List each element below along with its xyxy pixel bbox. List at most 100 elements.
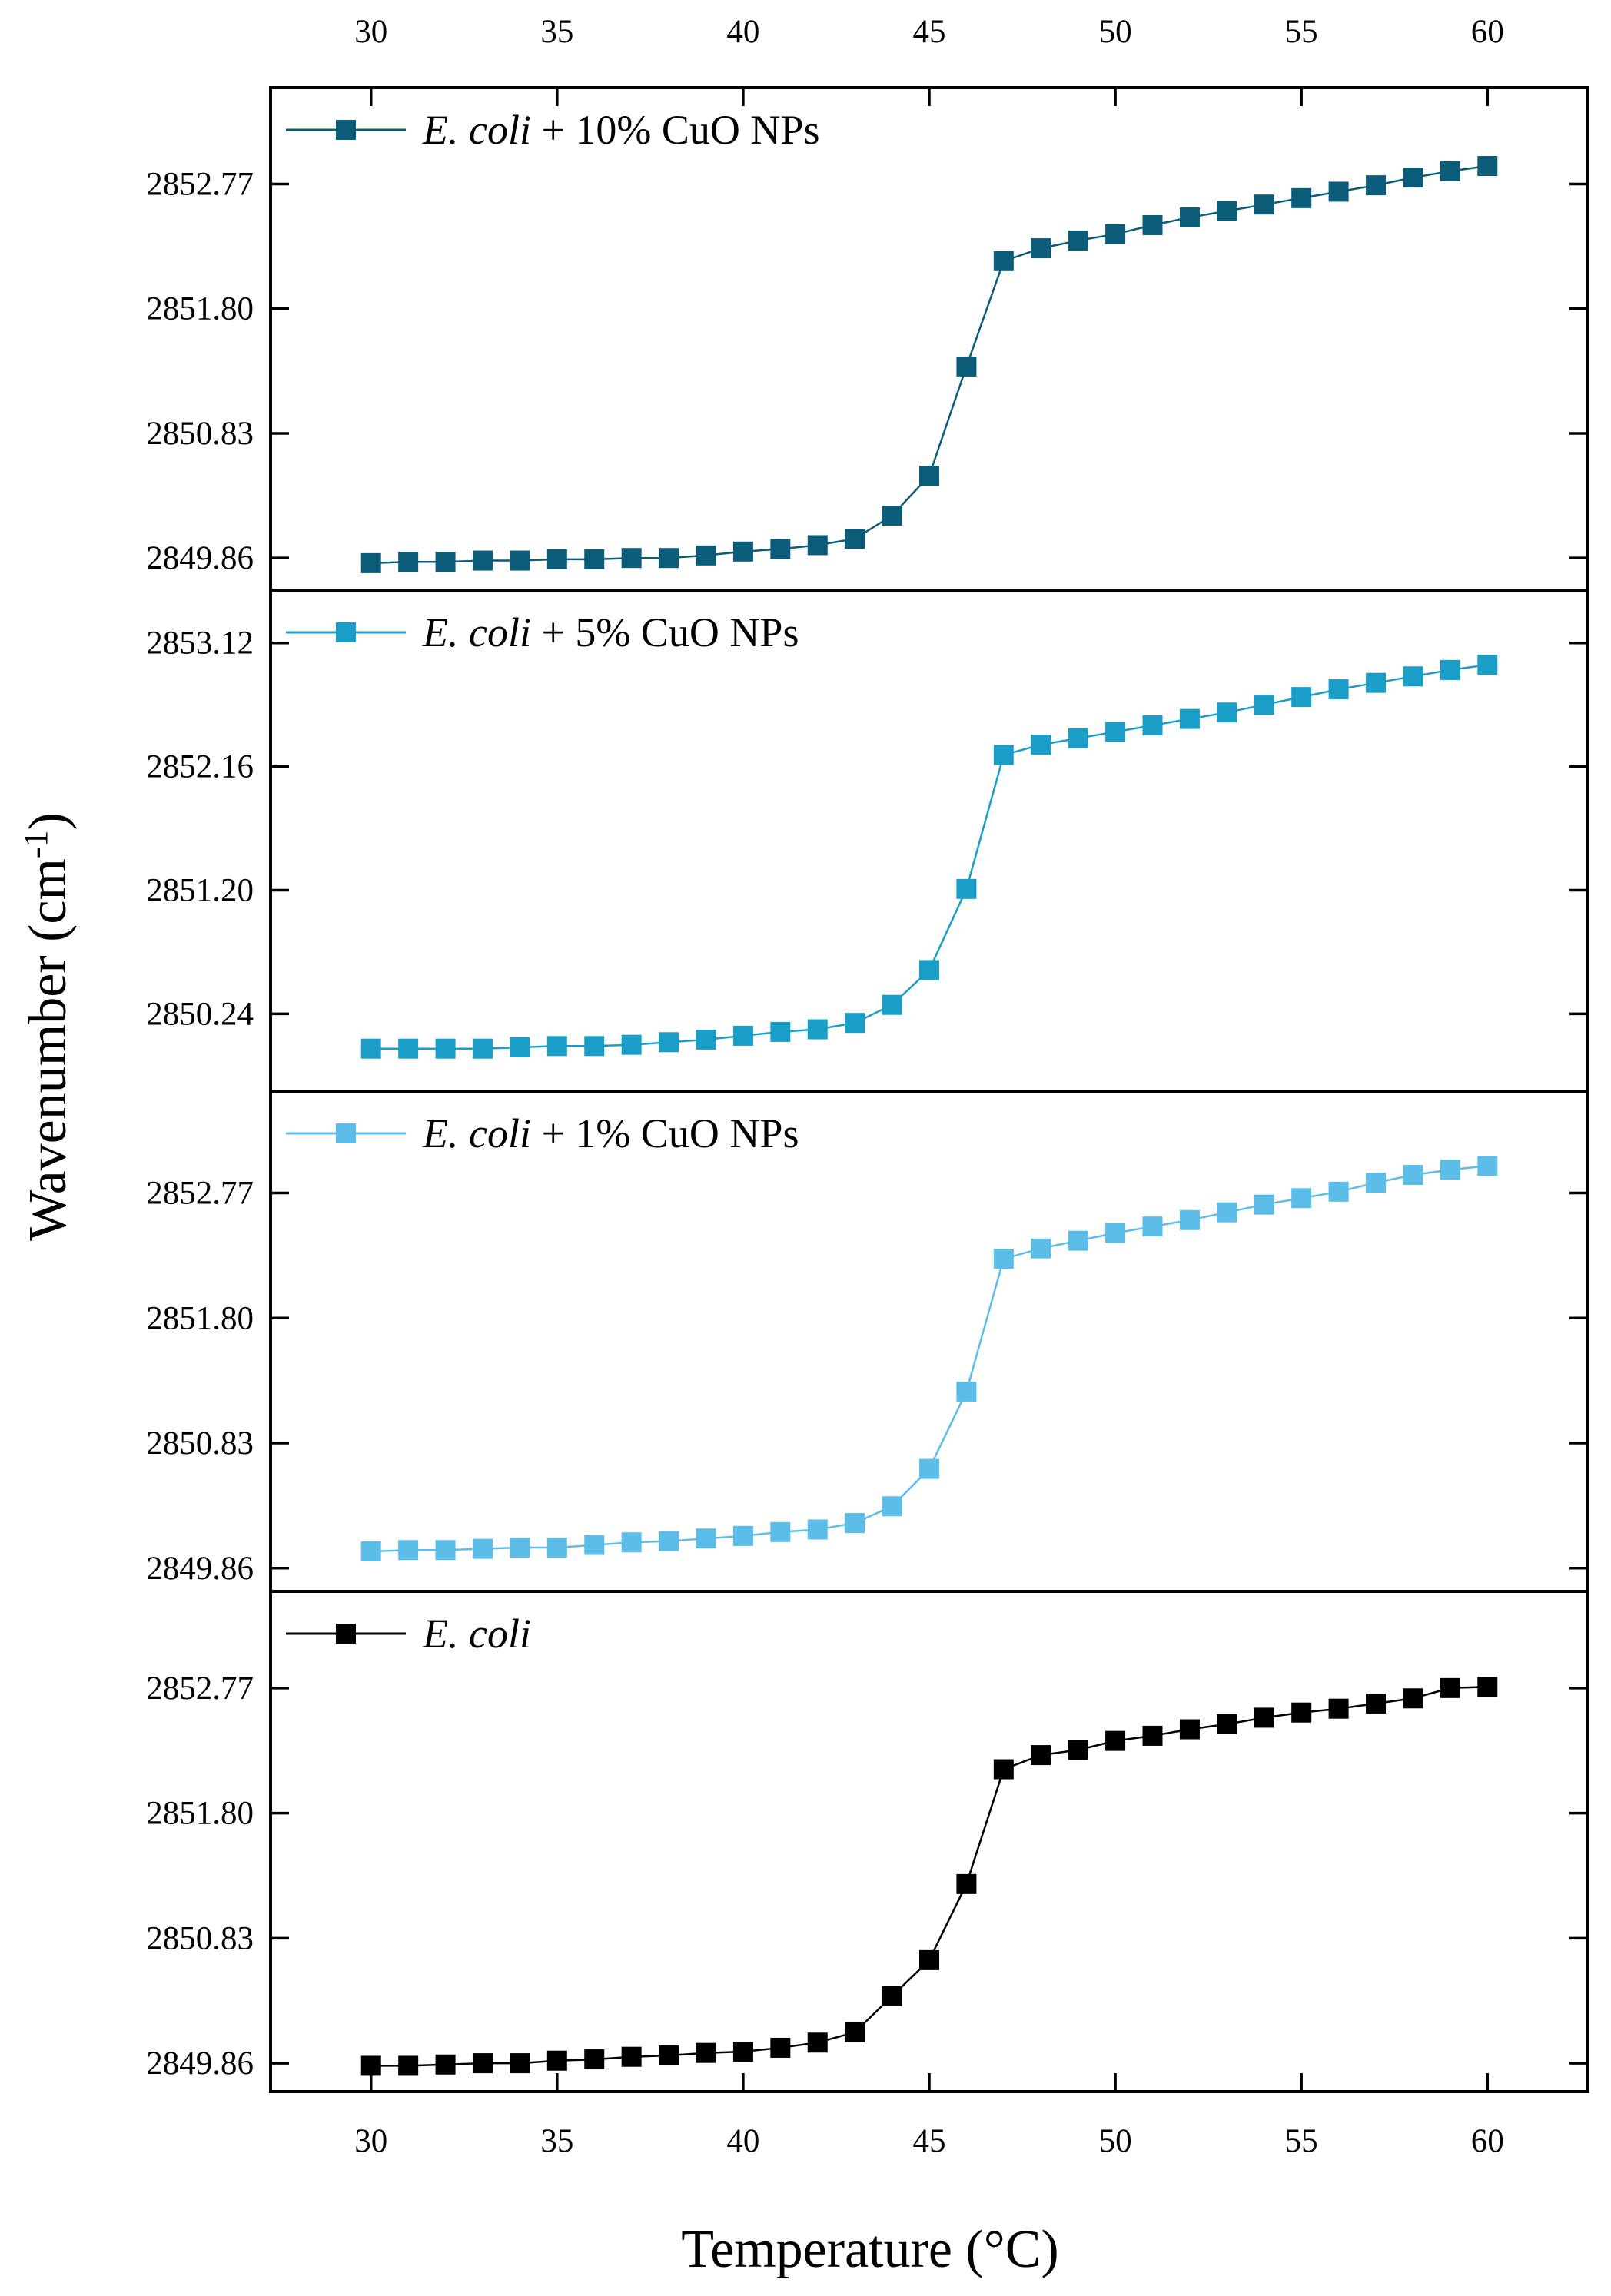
x-tick-label-top: 40 xyxy=(726,14,759,50)
y-tick-label: 2849.86 xyxy=(146,2045,254,2082)
data-point xyxy=(659,1531,679,1551)
data-point xyxy=(1440,161,1460,181)
panel-4: 2849.86 2850.83 2851.80 2852.77 E. coli xyxy=(146,1590,1589,2093)
data-point xyxy=(1179,1719,1200,1740)
data-point xyxy=(1068,728,1088,748)
x-tick-label-bottom: 60 xyxy=(1471,2123,1504,2159)
data-point xyxy=(882,1496,902,1517)
panel-3: 2849.86 2850.83 2851.80 2852.77 E. coli + 1%… xyxy=(146,1090,1589,1593)
data-point xyxy=(807,2032,828,2053)
x-tick-label-top: 50 xyxy=(1099,14,1132,50)
data-point xyxy=(1440,659,1460,680)
data-point xyxy=(956,1873,977,1894)
x-tick-label-bottom: 40 xyxy=(726,2123,759,2159)
data-point xyxy=(1477,1156,1498,1176)
data-point xyxy=(1142,715,1163,735)
data-point xyxy=(882,994,902,1015)
data-point xyxy=(1366,672,1387,693)
y-tick-label: 2850.83 xyxy=(146,416,254,452)
y-tick-label: 2851.80 xyxy=(146,1796,254,1832)
data-point xyxy=(472,2053,493,2074)
data-point xyxy=(845,529,865,549)
data-point xyxy=(546,549,567,569)
data-point xyxy=(882,1986,902,2006)
panel-frame xyxy=(269,1090,1589,1593)
data-point xyxy=(621,1532,642,1553)
data-point xyxy=(919,1949,939,1970)
legend-label: E. coli + 1% CuO NPs xyxy=(422,1110,799,1156)
legend-label-italic: E. coli xyxy=(422,1611,531,1657)
x-tick-label-bottom: 45 xyxy=(913,2123,946,2159)
data-point xyxy=(398,552,419,572)
legend-label-rest: + 10% CuO NPs xyxy=(531,107,820,153)
data-point xyxy=(1477,156,1498,177)
y-tick-label: 2852.77 xyxy=(146,1176,254,1212)
data-point xyxy=(398,2055,419,2076)
data-point xyxy=(1477,1677,1498,1697)
series-line xyxy=(370,663,1488,1050)
legend-label-italic: E. coli xyxy=(422,1110,531,1156)
data-point xyxy=(360,2055,381,2076)
data-point xyxy=(1440,1160,1460,1180)
chart-panels: 2849.86 2850.83 2851.80 2852.77 E. coli + 10… xyxy=(146,86,1589,2093)
data-point xyxy=(770,539,791,559)
data-point xyxy=(1403,1165,1423,1186)
data-point xyxy=(732,1525,753,1546)
data-point xyxy=(696,545,716,566)
data-point xyxy=(472,1538,493,1559)
data-point xyxy=(584,1535,605,1555)
data-point xyxy=(360,1541,381,1561)
data-point xyxy=(845,2022,865,2042)
data-point xyxy=(919,960,939,980)
legend-label: E. coli + 10% CuO NPs xyxy=(422,107,819,153)
y-axis-title-close: ) xyxy=(18,812,78,830)
data-point xyxy=(546,1036,567,1057)
series-line xyxy=(370,1165,1488,1553)
data-point xyxy=(696,1528,716,1549)
data-point xyxy=(435,1540,456,1561)
data-point xyxy=(398,1038,419,1059)
legend-marker xyxy=(336,622,356,642)
data-point xyxy=(770,1521,791,1542)
data-point xyxy=(807,1019,828,1040)
series-line xyxy=(370,164,1488,565)
data-point xyxy=(1179,1209,1200,1230)
data-point xyxy=(1217,1714,1237,1734)
y-tick-label: 2851.20 xyxy=(146,873,254,909)
data-point xyxy=(472,550,493,571)
y-tick-label: 2853.12 xyxy=(146,625,254,662)
legend-marker xyxy=(336,120,356,140)
data-point xyxy=(584,1036,605,1057)
data-point xyxy=(621,2046,642,2067)
x-tick-label-top: 45 xyxy=(913,14,946,50)
legend-label-italic: E. coli xyxy=(422,107,531,153)
y-axis-title-main: Wavenumber (cm xyxy=(18,858,78,1241)
x-tick-label-top: 35 xyxy=(540,14,573,50)
data-point xyxy=(1105,1223,1126,1243)
data-point xyxy=(472,1038,493,1059)
data-point xyxy=(1328,181,1349,202)
data-point xyxy=(993,1249,1014,1269)
data-point xyxy=(956,878,977,899)
data-point xyxy=(919,466,939,486)
data-point xyxy=(1366,1173,1387,1193)
data-point xyxy=(398,1540,419,1561)
legend-label-italic: E. coli xyxy=(422,609,531,655)
data-point xyxy=(659,2045,679,2066)
data-point xyxy=(1068,231,1088,251)
data-point xyxy=(919,1458,939,1479)
data-point xyxy=(1068,1230,1088,1251)
data-point xyxy=(732,1025,753,1046)
data-point xyxy=(1142,214,1163,235)
data-point xyxy=(659,548,679,569)
data-point xyxy=(1105,224,1126,244)
y-tick-label: 2852.77 xyxy=(146,1671,254,1707)
y-tick-label: 2849.86 xyxy=(146,540,254,576)
data-point xyxy=(510,2053,530,2074)
data-point xyxy=(435,2054,456,2075)
data-point xyxy=(1217,1202,1237,1223)
data-point xyxy=(510,550,530,571)
data-point xyxy=(1440,1677,1460,1698)
data-point xyxy=(1068,1740,1088,1760)
data-point xyxy=(993,251,1014,271)
